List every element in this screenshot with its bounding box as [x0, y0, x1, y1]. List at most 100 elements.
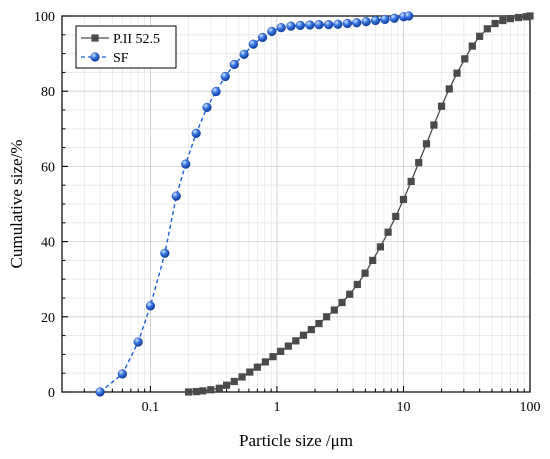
data-point-square: [376, 243, 384, 251]
data-point-square: [476, 32, 484, 40]
y-tick-label: 80: [41, 85, 55, 100]
data-point-square: [483, 25, 491, 33]
y-tick-label: 20: [41, 311, 55, 326]
data-point-square: [353, 280, 361, 289]
data-point-square: [323, 313, 331, 321]
data-point-sphere: [267, 26, 277, 37]
data-point-sphere: [181, 159, 191, 169]
data-point-square: [392, 212, 400, 221]
legend-marker-sphere: [90, 52, 100, 62]
data-point-square: [453, 69, 461, 77]
data-point-square: [407, 177, 415, 186]
data-point-square: [315, 319, 323, 328]
data-point-square: [499, 16, 507, 25]
legend-marker-square: [91, 34, 99, 42]
data-point-square: [338, 298, 346, 307]
data-point-sphere: [342, 18, 352, 29]
data-point-sphere: [229, 59, 239, 70]
data-point-square: [514, 13, 523, 22]
data-point-sphere: [257, 32, 268, 43]
series-1: [184, 12, 534, 396]
data-point-square: [207, 386, 215, 394]
data-point-sphere: [202, 102, 212, 112]
data-point-square: [369, 256, 377, 264]
data-point-square: [284, 342, 292, 350]
y-tick-label: 0: [48, 386, 55, 401]
data-point-square: [199, 387, 207, 395]
data-point-sphere: [145, 301, 156, 311]
data-point-sphere: [404, 11, 414, 21]
data-point-square: [269, 353, 277, 361]
data-point-sphere: [160, 248, 170, 258]
data-point-sphere: [370, 15, 381, 26]
data-point-sphere: [239, 49, 249, 59]
data-point-square: [526, 12, 534, 20]
data-point-sphere: [380, 14, 390, 24]
data-point-square: [384, 228, 392, 236]
data-point-sphere: [171, 191, 181, 201]
y-axis-title: Cumulative size/%: [7, 140, 26, 269]
data-point-square: [415, 159, 423, 167]
data-point-square: [445, 85, 453, 93]
x-tick-label: 1: [273, 400, 280, 415]
data-point-sphere: [133, 337, 143, 347]
data-point-sphere: [314, 20, 324, 30]
x-tick-label: 10: [396, 400, 410, 415]
data-point-sphere: [333, 19, 343, 29]
data-point-square: [491, 19, 499, 28]
data-point-sphere: [276, 23, 286, 33]
data-point-square: [238, 373, 246, 381]
x-tick-label: 100: [520, 400, 541, 415]
data-point-sphere: [305, 20, 315, 30]
legend-item: P.II 52.5: [81, 32, 160, 47]
data-point-sphere: [324, 20, 334, 30]
data-point-sphere: [352, 18, 362, 28]
data-point-sphere: [95, 387, 105, 397]
data-point-square: [422, 140, 431, 148]
data-point-square: [468, 42, 476, 50]
legend-label: SF: [113, 51, 129, 66]
data-point-square: [184, 388, 193, 396]
data-point-square: [215, 384, 223, 392]
data-point-sphere: [295, 20, 305, 31]
data-point-sphere: [117, 369, 127, 379]
data-point-square: [230, 377, 238, 386]
data-point-square: [361, 269, 369, 277]
legend: P.II 52.5 SF: [75, 25, 177, 69]
data-point-sphere: [286, 21, 296, 31]
series-2: [95, 11, 414, 397]
legend-item: SF: [81, 51, 129, 66]
data-point-square: [261, 358, 269, 366]
series-line: [188, 15, 531, 393]
axis-ticks: 0.1 1 10 100 0 20 40 60 80 100: [34, 10, 541, 415]
data-point-square: [346, 290, 354, 298]
data-point-square: [461, 55, 469, 63]
data-point-square: [246, 368, 254, 376]
x-axis-title: Particle size /μm: [239, 431, 353, 450]
data-point-square: [299, 331, 308, 339]
data-point-square: [292, 337, 300, 345]
data-point-square: [223, 381, 231, 389]
data-point-square: [430, 121, 438, 129]
data-point-sphere: [361, 17, 371, 27]
data-point-sphere: [191, 128, 201, 138]
data-point-square: [506, 15, 515, 23]
data-point-sphere: [211, 86, 221, 97]
series-layer: [95, 11, 534, 397]
data-point-sphere: [220, 71, 230, 82]
data-point-square: [522, 13, 530, 21]
data-point-square: [307, 325, 315, 334]
data-point-square: [192, 388, 200, 396]
y-tick-label: 40: [41, 236, 55, 251]
legend-box: [75, 25, 177, 69]
y-tick-label: 100: [34, 10, 55, 25]
data-point-square: [330, 306, 338, 314]
data-point-sphere: [389, 13, 399, 23]
data-point-square: [277, 347, 285, 355]
data-point-square: [437, 102, 446, 110]
data-point-square: [253, 363, 261, 371]
data-point-sphere: [248, 39, 258, 49]
legend-label: P.II 52.5: [113, 32, 160, 47]
data-point-square: [399, 195, 408, 204]
